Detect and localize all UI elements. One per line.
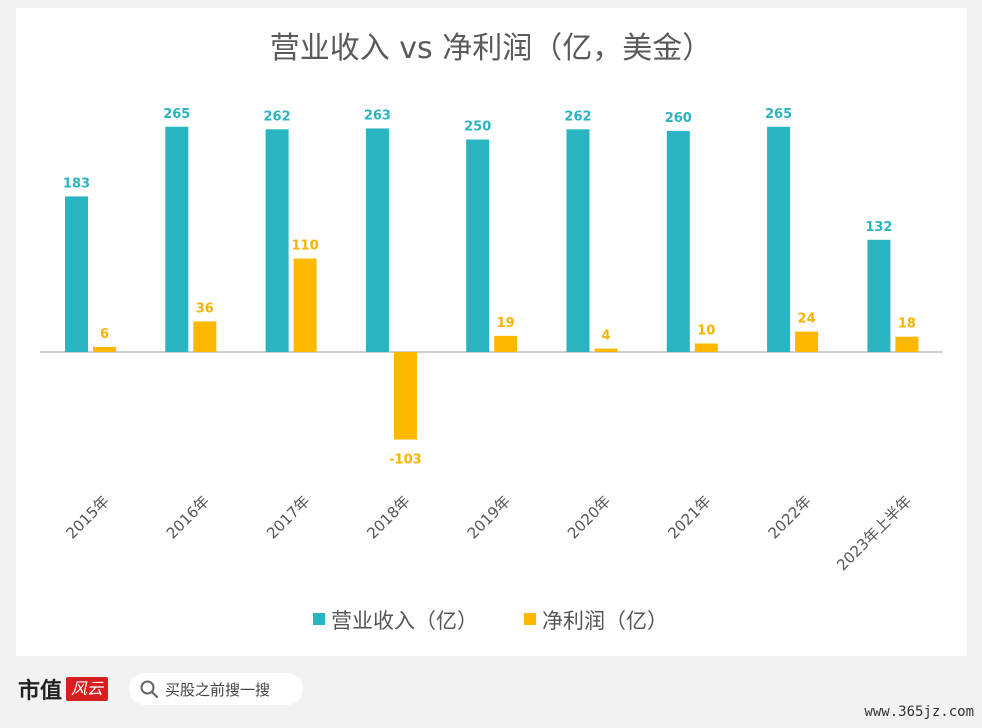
net-profit-data-label: 24: [798, 312, 816, 327]
revenue-bar[interactable]: [767, 126, 791, 352]
net-profit-data-label: 18: [898, 317, 916, 332]
net-profit-bar[interactable]: [494, 335, 518, 352]
revenue-data-label: 132: [865, 220, 892, 235]
revenue-bar[interactable]: [265, 129, 289, 352]
legend-swatch-net-profit: [524, 613, 536, 625]
revenue-data-label: 262: [264, 109, 291, 124]
net-profit-data-label: 36: [196, 301, 214, 316]
x-tick-label: 2019年: [464, 492, 514, 542]
revenue-bar[interactable]: [466, 139, 490, 353]
site-url[interactable]: www.365jz.com: [864, 704, 974, 720]
brand-name: 市值: [18, 678, 63, 704]
legend-label-net-profit: 净利润（亿）: [542, 609, 668, 633]
revenue-bar[interactable]: [867, 239, 891, 352]
net-profit-bar[interactable]: [694, 343, 718, 353]
revenue-bar[interactable]: [165, 126, 189, 352]
revenue-data-label: 250: [464, 120, 491, 135]
legend: 营业收入（亿） 净利润（亿）: [313, 609, 668, 633]
net-profit-data-label: 6: [100, 327, 109, 342]
chart-title: 营业收入 vs 净利润（亿，美金）: [270, 31, 712, 66]
revenue-data-label: 265: [765, 107, 792, 122]
plot-area: 183 265 262 263 250 262 260 265 132 6 36 110 -103 19 4…: [40, 107, 943, 574]
revenue-data-label: 265: [163, 107, 190, 122]
x-tick-label: 2017年: [263, 492, 313, 542]
x-tick-label: 2018年: [363, 492, 413, 542]
x-tick-label: 2022年: [765, 492, 815, 542]
revenue-bar[interactable]: [666, 131, 690, 352]
net-profit-bar[interactable]: [93, 346, 116, 352]
legend-swatch-revenue: [313, 613, 325, 625]
revenue-bar[interactable]: [65, 196, 88, 352]
x-tick-label: 2015年: [62, 492, 112, 542]
revenue-bar[interactable]: [566, 129, 590, 352]
x-tick-label: 2016年: [163, 492, 213, 542]
brand-seal: 风云: [66, 677, 109, 701]
net-profit-bar[interactable]: [594, 348, 618, 352]
revenue-data-label: 262: [564, 109, 591, 124]
net-profit-bar[interactable]: [293, 258, 317, 353]
brand-logo[interactable]: 市值 风云: [18, 675, 109, 704]
chart-card: 营业收入 vs 净利润（亿，美金） 183 265 262 263 250 262 260 2…: [16, 8, 967, 656]
search-icon: [140, 680, 159, 699]
revenue-data-label: 260: [665, 111, 692, 126]
net-profit-bar[interactable]: [393, 352, 417, 440]
bar-chart: 营业收入 vs 净利润（亿，美金） 183 265 262 263 250 262 260 2…: [40, 31, 943, 633]
net-profit-bar[interactable]: [895, 336, 919, 352]
x-tick-label: 2021年: [664, 492, 714, 542]
search-placeholder: 买股之前搜一搜: [165, 680, 271, 699]
net-profit-data-label: 10: [697, 324, 715, 339]
net-profit-data-label: 19: [497, 316, 515, 331]
x-tick-label: 2023年上半年: [833, 492, 915, 574]
revenue-data-label: 183: [63, 176, 90, 191]
net-profit-data-label: 110: [292, 239, 319, 254]
footer-bar: 市值 风云 买股之前搜一搜 www.365jz.com: [0, 664, 982, 728]
net-profit-data-label: 4: [601, 329, 610, 344]
net-profit-bar[interactable]: [795, 331, 819, 352]
net-profit-data-label: -103: [389, 453, 422, 468]
search-input[interactable]: 买股之前搜一搜: [129, 673, 303, 705]
legend-label-revenue: 营业收入（亿）: [331, 609, 478, 633]
revenue-data-label: 263: [364, 108, 391, 123]
revenue-bar[interactable]: [365, 128, 389, 352]
x-tick-label: 2020年: [564, 492, 614, 542]
net-profit-bar[interactable]: [193, 321, 217, 352]
